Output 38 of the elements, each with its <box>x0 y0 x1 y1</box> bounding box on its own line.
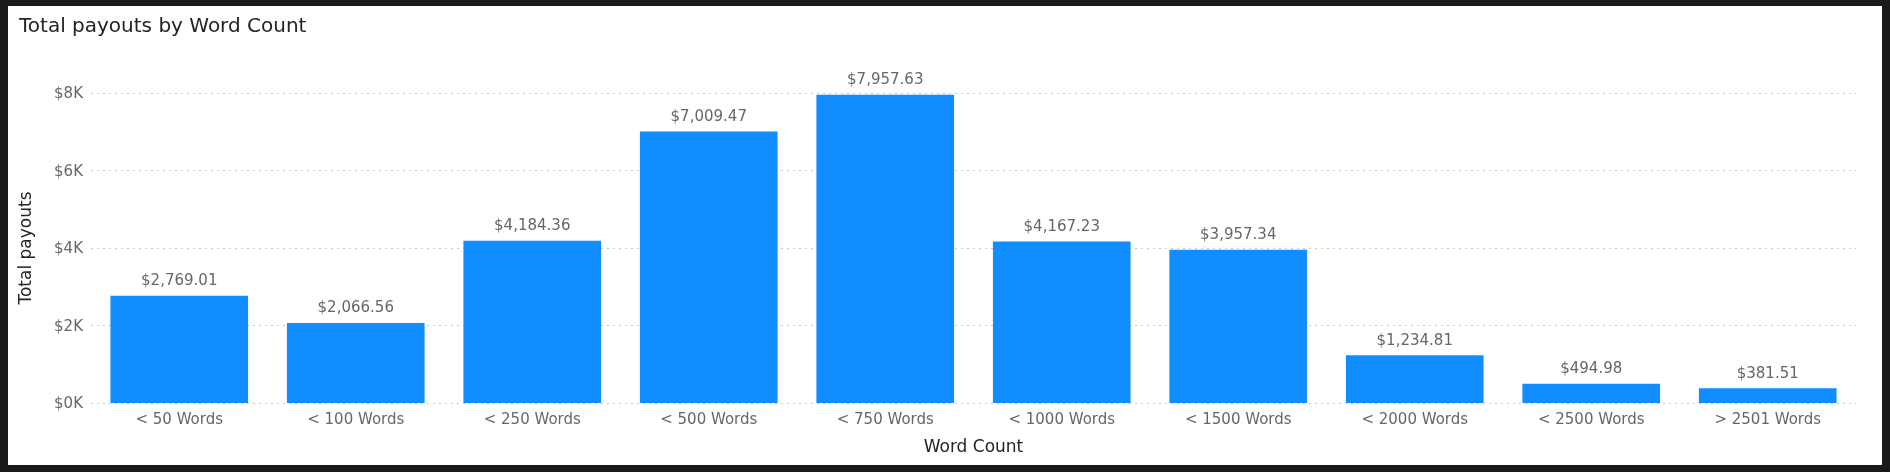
y-tick-label: $6K <box>54 161 85 180</box>
data-label: $4,167.23 <box>1023 217 1100 236</box>
data-label: $2,769.01 <box>141 271 218 290</box>
bar <box>463 240 602 403</box>
bar <box>110 295 249 403</box>
bar <box>286 322 425 403</box>
x-tick-label: < 1000 Words <box>1008 409 1116 428</box>
chart-title: Total payouts by Word Count <box>18 13 307 37</box>
x-axis-title: Word Count <box>923 435 1024 456</box>
y-tick-label: $8K <box>54 84 85 102</box>
y-tick-label: $0K <box>54 394 85 412</box>
x-tick-label: < 250 Words <box>483 409 581 428</box>
data-label: $4,184.36 <box>494 216 571 235</box>
y-axis-title: Total payouts <box>14 191 35 306</box>
x-tick-label: > 2501 Words <box>1714 409 1822 428</box>
bar <box>992 241 1131 403</box>
y-tick-label: $2K <box>54 316 85 335</box>
bar <box>1698 388 1837 403</box>
x-tick-label: < 2000 Words <box>1361 409 1469 428</box>
data-label: $3,957.34 <box>1200 225 1277 244</box>
bar <box>1522 383 1661 403</box>
bar <box>1169 249 1308 403</box>
x-tick-label: < 1500 Words <box>1184 409 1292 428</box>
data-label: $381.51 <box>1736 363 1799 382</box>
bar <box>639 131 778 403</box>
x-tick-label: < 2500 Words <box>1537 409 1645 428</box>
y-tick-label: $4K <box>54 239 85 257</box>
x-tick-label: < 750 Words <box>836 409 934 428</box>
x-tick-label: < 100 Words <box>307 409 405 428</box>
data-label: $7,009.47 <box>670 106 747 125</box>
x-tick-label: < 500 Words <box>660 409 758 428</box>
data-label: $494.98 <box>1560 359 1623 378</box>
bar <box>1345 355 1484 403</box>
data-label: $2,066.56 <box>317 298 394 317</box>
bar <box>816 94 955 403</box>
data-label: $1,234.81 <box>1376 330 1453 349</box>
x-tick-label: < 50 Words <box>135 409 224 428</box>
data-label: $7,957.63 <box>847 70 924 89</box>
